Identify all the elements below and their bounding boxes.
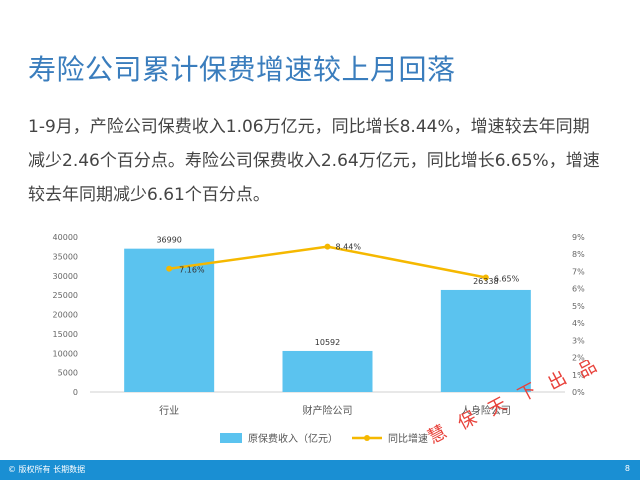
y-left-tick-label: 15000 <box>53 330 78 339</box>
body-line-1: 1-9月，产险公司保费收入1.06万亿元，同比增长8.44%，增速较去年同期 <box>28 117 590 137</box>
y-right-tick-label: 0% <box>572 388 585 397</box>
y-left-tick-label: 5000 <box>58 369 78 378</box>
growth-value-label: 6.65% <box>494 274 520 283</box>
y-right-tick-label: 7% <box>572 267 585 276</box>
legend-line-marker <box>364 435 370 441</box>
y-right-tick-label: 8% <box>572 250 585 259</box>
bar-2 <box>440 289 531 392</box>
slide-body: 1-9月，产险公司保费收入1.06万亿元，同比增长8.44%，增速较去年同期 减… <box>28 110 618 212</box>
y-right-tick-label: 4% <box>572 319 585 328</box>
legend-bar-swatch <box>220 433 242 443</box>
bar-value-label: 26338 <box>473 277 498 286</box>
y-right-tick-label: 5% <box>572 302 585 311</box>
y-left-tick-label: 10000 <box>53 349 78 358</box>
y-left-tick-label: 25000 <box>53 291 78 300</box>
bar-0 <box>124 248 215 392</box>
y-right-tick-label: 1% <box>572 371 585 380</box>
y-right-tick-label: 2% <box>572 354 585 363</box>
slide-title: 寿险公司累计保费增速较上月回落 <box>28 53 456 86</box>
x-tick-label: 人身险公司 <box>461 404 511 417</box>
legend-line-label: 同比增速 <box>388 432 428 445</box>
footer-bar: © 版权所有 长期数据 8 <box>0 460 640 480</box>
growth-point-1 <box>324 243 331 250</box>
bar-1 <box>282 350 373 392</box>
premium-growth-chart: 0 5000 10000 15000 20000 25000 30000 35000 40000… <box>53 233 586 445</box>
y-left-tick-label: 0 <box>73 388 78 397</box>
copyright-text: © 版权所有 长期数据 <box>8 465 86 474</box>
legend-bar-label: 原保费收入（亿元） <box>248 432 338 445</box>
x-tick-label: 行业 <box>159 404 179 417</box>
y-right-tick-label: 3% <box>572 336 585 345</box>
body-line-3: 较去年同期减少6.61个百分点。 <box>28 185 270 205</box>
y-left-tick-label: 40000 <box>53 233 78 242</box>
bar-value-label: 36990 <box>156 236 181 245</box>
bar-value-label: 10592 <box>315 338 340 347</box>
y-right-tick-label: 6% <box>572 285 585 294</box>
y-left-tick-label: 20000 <box>53 311 78 320</box>
growth-line <box>168 245 487 279</box>
growth-point-0 <box>166 265 173 272</box>
body-line-2: 减少2.46个百分点。寿险公司保费收入2.64万亿元，同比增长6.65%，增速 <box>28 151 600 171</box>
page-number: 8 <box>624 464 630 473</box>
growth-value-label: 7.16% <box>179 266 205 275</box>
y-left-tick-label: 30000 <box>53 272 78 281</box>
growth-value-label: 8.44% <box>336 243 362 252</box>
y-left-tick-label: 35000 <box>53 252 78 261</box>
x-tick-label: 财产险公司 <box>303 404 353 417</box>
y-right-tick-label: 9% <box>572 233 585 242</box>
growth-point-2 <box>482 274 489 281</box>
